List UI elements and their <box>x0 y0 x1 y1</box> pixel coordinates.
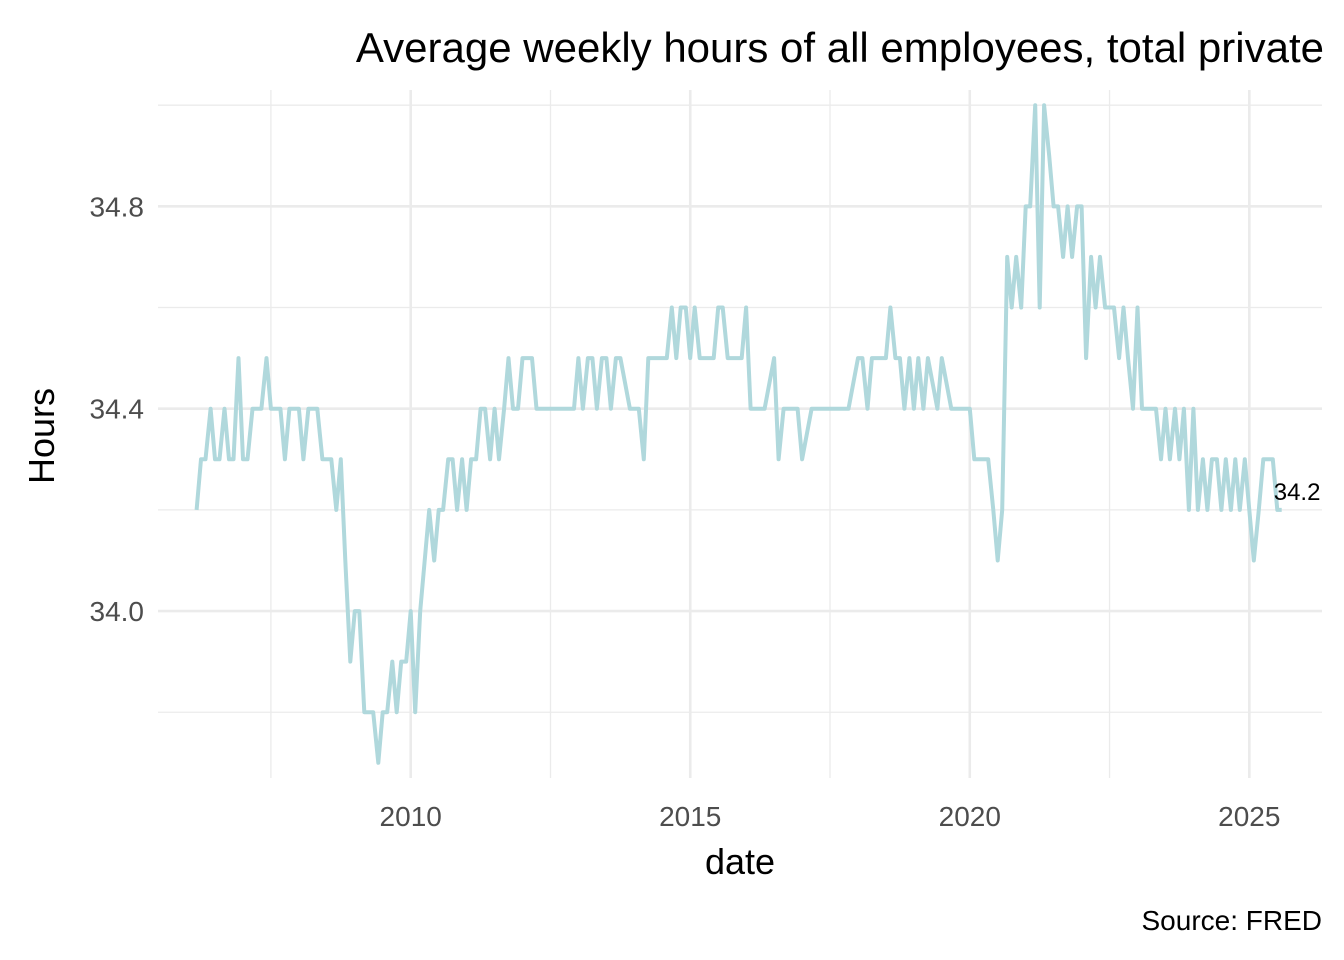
x-axis-title: date <box>705 841 775 882</box>
chart-title: Average weekly hours of all employees, t… <box>356 24 1324 71</box>
x-tick-label: 2010 <box>380 801 442 832</box>
last-value-label: 34.2 <box>1274 479 1321 506</box>
x-axis-tick-labels: 2010 2015 2020 2025 <box>380 801 1281 832</box>
minor-gridlines <box>158 90 1322 778</box>
x-tick-label: 2015 <box>659 801 721 832</box>
series-line-hours <box>194 103 1282 765</box>
y-axis-tick-labels: 34.0 34.4 34.8 <box>90 191 145 627</box>
y-tick-label: 34.8 <box>90 191 145 222</box>
source-caption: Source: FRED <box>1142 905 1323 936</box>
x-tick-label: 2020 <box>939 801 1001 832</box>
y-axis-title: Hours <box>21 388 62 484</box>
major-gridlines <box>158 90 1322 778</box>
x-tick-label: 2025 <box>1218 801 1280 832</box>
y-tick-label: 34.4 <box>90 394 145 425</box>
y-tick-label: 34.0 <box>90 596 145 627</box>
